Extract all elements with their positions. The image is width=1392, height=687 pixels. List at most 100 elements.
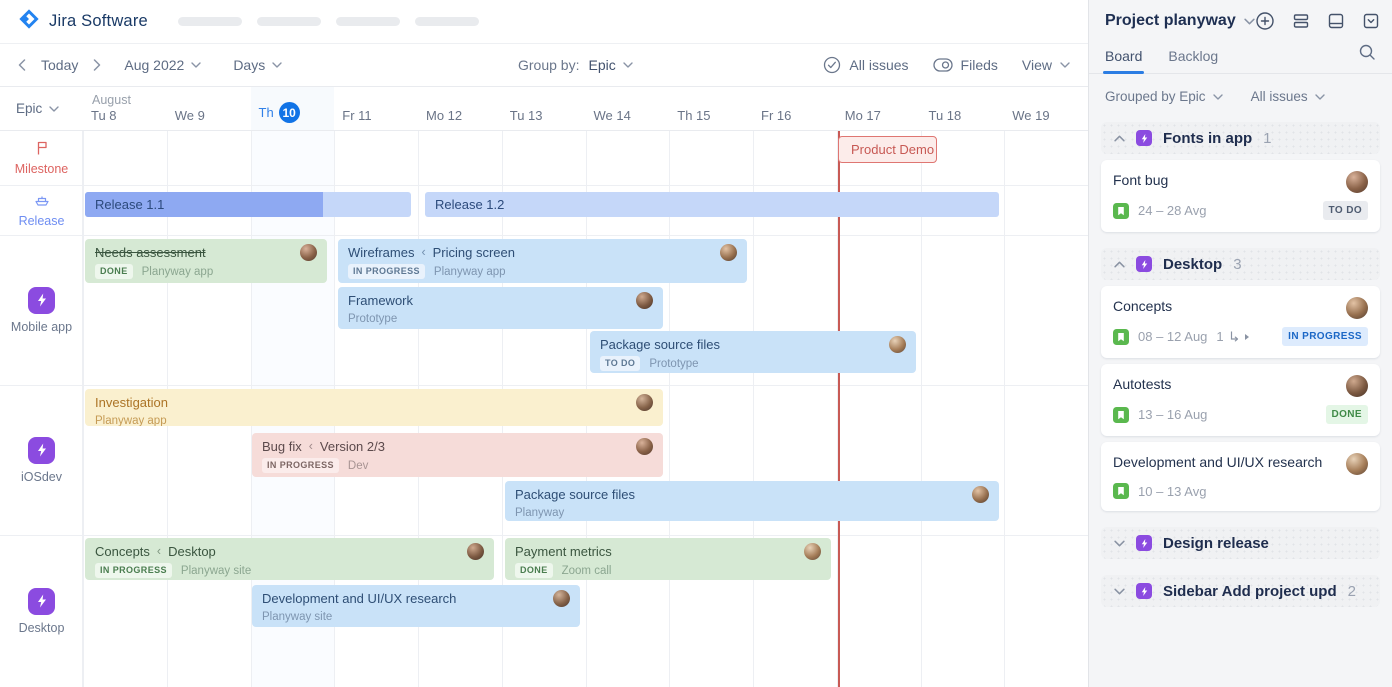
add-button[interactable] — [1255, 11, 1275, 31]
collapse-panel-button[interactable] — [1362, 12, 1380, 30]
issue-card[interactable]: Development and UI/UX research 10 – 13 Av… — [1101, 442, 1380, 511]
bar-title-linked: Version 2/3 — [319, 439, 385, 454]
month-dropdown[interactable]: Aug 2022 — [115, 52, 210, 78]
gantt-bar[interactable]: Development and UI/UX research Planyway s… — [252, 585, 580, 627]
row-label[interactable]: Mobile app — [0, 235, 83, 385]
grid-column — [836, 131, 921, 687]
bar-subtitle: Dev — [347, 459, 369, 472]
release-bar[interactable]: Release 1.2 — [425, 192, 999, 217]
epic-filter-dropdown[interactable]: Epic — [16, 87, 59, 130]
row-label[interactable]: Release — [0, 185, 83, 235]
next-button[interactable] — [87, 54, 107, 76]
bar-title-row: Payment metrics — [515, 543, 821, 560]
section-title: Design release — [1163, 534, 1269, 552]
caret-right-icon[interactable] — [1244, 333, 1249, 340]
gantt-bar[interactable]: Package source files Planyway — [505, 481, 999, 521]
card-date-range: 08 – 12 Aug — [1138, 329, 1208, 344]
bar-title-row: Bug fix ‹ Version 2/3 — [262, 438, 653, 455]
status-badge: TO DO — [600, 356, 641, 371]
milestone-bar[interactable]: Product Demo — [838, 136, 937, 163]
rows-icon — [1293, 14, 1308, 28]
row-divider — [0, 535, 1088, 536]
chevron-down-icon — [191, 62, 202, 68]
today-button[interactable]: Today — [41, 57, 79, 73]
day-label: Fr 16 — [761, 108, 792, 123]
card-meta-row: 10 – 13 Avg — [1113, 483, 1368, 499]
gantt-bar[interactable]: Bug fix ‹ Version 2/3 IN PROGRESS Dev — [252, 433, 663, 477]
gantt-bar[interactable]: Framework Prototype — [338, 287, 663, 329]
epic-icon — [28, 286, 55, 314]
gantt-bar[interactable]: Package source files TO DO Prototype — [590, 331, 916, 373]
grouped-by-dropdown[interactable]: Grouped by Epic — [1105, 89, 1223, 104]
story-bookmark-icon — [1113, 328, 1129, 345]
plus-circle-icon — [1256, 12, 1274, 30]
section-header-design-release[interactable]: Design release — [1101, 527, 1380, 559]
zoom-level-dropdown[interactable]: Days — [224, 52, 291, 78]
row-label[interactable]: iOSdev — [0, 385, 83, 535]
grid-column — [920, 131, 1005, 687]
avatar — [300, 244, 317, 261]
gantt-bar[interactable]: Investigation Planyway app — [85, 389, 663, 426]
tab-backlog[interactable]: Backlog — [1168, 48, 1219, 64]
bar-title: Package source files — [515, 487, 635, 502]
card-title: Concepts — [1113, 298, 1173, 314]
issue-card[interactable]: Concepts 08 – 12 Aug 1 IN PROGRESS — [1101, 286, 1380, 358]
section-header-desktop[interactable]: Desktop 3 — [1101, 248, 1380, 280]
epic-icon — [1136, 130, 1152, 146]
project-title: Project planyway — [1105, 12, 1236, 29]
bar-meta-row: IN PROGRESS Planyway site — [95, 563, 484, 578]
status-badge: IN PROGRESS — [95, 563, 172, 578]
toolbar-right: All issues Fileds View — [823, 56, 1076, 74]
project-dropdown[interactable]: Project planyway — [1105, 12, 1255, 30]
section-header-fonts-in-app[interactable]: Fonts in app 1 — [1101, 122, 1380, 154]
prev-button[interactable] — [12, 54, 32, 76]
gantt-bar[interactable]: Needs assessment DONE Planyway app — [85, 239, 327, 283]
issue-card[interactable]: Autotests 13 – 16 Aug DONE — [1101, 364, 1380, 436]
section-count: 3 — [1233, 255, 1242, 273]
card-title-row: Font bug — [1113, 171, 1368, 193]
nav-placeholder-pills — [177, 17, 479, 26]
gantt-canvas: Milestone Release Mobile app iOSdev Desktop P… — [0, 131, 1088, 687]
nav-pill — [414, 17, 479, 26]
status-badge: DONE — [1325, 405, 1368, 424]
nav-pill — [177, 17, 242, 26]
timeline-pane: Jira Software Today Aug 2022 — [0, 9, 1088, 687]
gantt-bar[interactable]: Concepts ‹ Desktop IN PROGRESS Planyway site — [85, 538, 494, 580]
group-by-dropdown[interactable]: Epic — [588, 57, 633, 73]
release-bar[interactable]: Release 1.1 — [85, 192, 411, 217]
bar-title: Bug fix — [262, 439, 302, 454]
day-label: We 9 — [174, 108, 205, 123]
bar-subtitle: Planyway — [515, 507, 565, 519]
epic-icon — [1136, 535, 1152, 551]
app-title: Jira Software — [49, 12, 148, 30]
chevron-down-icon — [272, 62, 282, 68]
panel-view-button[interactable] — [1327, 12, 1345, 30]
gantt-bar[interactable]: Payment metrics DONE Zoom call — [505, 538, 831, 580]
gantt-bar[interactable]: Wireframes ‹ Pricing screen IN PROGRESS Plan… — [338, 239, 747, 283]
issues-filter-dropdown[interactable]: All issues — [1251, 89, 1325, 104]
search-button[interactable] — [1358, 43, 1376, 73]
bolt-icon — [1141, 538, 1147, 548]
bar-subtitle: Prototype — [348, 313, 398, 325]
date-nav: Today Aug 2022 Days — [12, 52, 291, 78]
bolt-icon — [1141, 586, 1147, 596]
bar-subtitle: Planyway app — [433, 265, 506, 278]
issue-card[interactable]: Font bug 24 – 28 Avg TO DO — [1101, 160, 1380, 232]
row-label[interactable]: Desktop — [0, 535, 83, 687]
view-dropdown[interactable]: View — [1022, 57, 1070, 73]
tab-board[interactable]: Board — [1102, 48, 1145, 74]
all-issues-toggle[interactable]: All issues — [823, 56, 909, 74]
section-header-sidebar-add-project-upd[interactable]: Sidebar Add project upd 2 — [1101, 575, 1380, 607]
grid-column — [83, 131, 167, 687]
row-label[interactable]: Milestone — [0, 131, 83, 185]
release-label: Release 1.2 — [435, 197, 505, 212]
fields-toggle[interactable]: Fileds — [932, 57, 998, 73]
day-column-header: We 14 — [586, 87, 670, 130]
card-title-row: Concepts — [1113, 297, 1368, 319]
timeline-header: Epic August Tu 8 We 9 Th 10 Fr 11 Mo 12 Tu 13 We… — [0, 87, 1088, 131]
epic-icon — [1136, 583, 1152, 599]
rows-view-button[interactable] — [1292, 12, 1310, 30]
day-column-header: Fr 11 — [334, 87, 418, 130]
avatar — [804, 543, 821, 560]
card-date-range: 10 – 13 Avg — [1138, 483, 1207, 499]
